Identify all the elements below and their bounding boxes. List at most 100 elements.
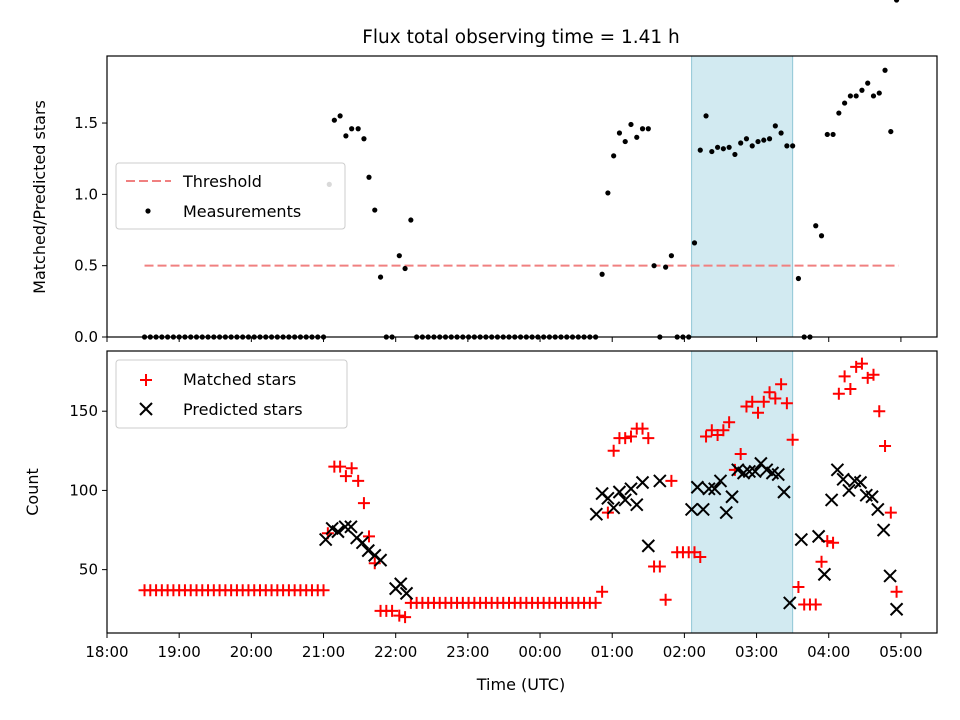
measurement-point [720,146,726,152]
predicted-stars-series [318,456,904,616]
y-tick-label: 50 [79,561,98,579]
predicted-point [624,482,638,496]
bottom-y-axis-label: Count [23,468,42,516]
matched-point [339,470,352,483]
x-tick-label: 03:00 [735,643,778,661]
predicted-point [853,475,868,490]
measurement-point [355,126,361,132]
matched-point [757,395,770,408]
matched-point [717,424,730,437]
measurement-point [605,190,611,196]
matched-legend-label: Matched stars [183,370,296,389]
predicted-point [606,501,621,515]
matched-point [665,474,678,487]
predicted-point [889,602,904,616]
matched-point [844,383,857,396]
predicted-point [399,586,414,601]
measurement-point [790,143,796,149]
measurement-point [813,223,819,229]
predicted-point [794,532,809,547]
bottom-x-ticks: 18:00 19:00 20:00 21:00 22:00 23:00 00:00 01:00… [85,633,923,661]
predicted-point [641,539,656,553]
matched-point [357,497,370,510]
measurement-point [714,144,721,150]
x-tick-label: 19:00 [158,643,201,661]
matched-point [780,397,793,410]
predicted-point [871,502,885,517]
matched-point [624,430,637,443]
matched-point [734,447,747,460]
measurement-point [697,147,703,153]
measurements-legend-label: Measurements [183,202,301,221]
x-tick-label: 23:00 [446,643,489,661]
matched-point [659,593,672,606]
matched-point [345,462,358,475]
x-tick-label: 18:00 [85,643,128,661]
matched-point [386,604,399,617]
measurement-point [749,143,755,149]
matched-point [827,536,840,549]
predicted-point [777,485,791,499]
matched-point [746,395,759,408]
predicted-point [394,577,408,591]
matched-point [775,378,788,391]
measurement-point [859,87,865,93]
predicted-point [707,482,722,496]
measurement-point [738,140,744,146]
measurement-point [361,136,367,142]
measurement-point [639,126,646,132]
measurement-point [761,137,767,143]
measurement-point [870,93,877,99]
predicted-point [725,490,739,504]
measurement-point [396,253,402,259]
measurement-point [726,144,732,150]
predicted-point [373,553,388,567]
predicted-point [338,520,352,534]
matched-point [832,387,845,400]
predicted-point [589,507,604,521]
predicted-point [742,464,757,479]
matched-point [769,392,782,405]
y-tick-label: 0.5 [74,257,98,275]
measurement-point [616,130,623,136]
measurement-point [402,265,408,272]
matched-point [879,440,892,453]
measurement-point [668,253,675,259]
x-tick-label: 04:00 [807,643,850,661]
y-tick-label: 100 [69,481,98,499]
measurement-point [847,93,853,99]
predicted-point [618,493,632,507]
measurement-point [830,131,836,138]
measurement-point [663,264,669,270]
predicted-point [811,529,826,544]
matched-point [855,357,868,370]
predicted-point [876,523,891,537]
measurement-point [349,126,355,132]
predicted-point [702,482,716,496]
x-tick-label: 21:00 [302,643,345,661]
matched-point [815,555,828,568]
measurement-point [778,130,784,136]
predicted-legend-swatch [139,402,153,416]
matched-point [763,386,776,399]
matched-point [694,550,707,563]
measurements-legend-swatch [145,208,151,214]
measurement-point [766,136,773,142]
matched-stars-series [138,357,903,624]
y-tick-label: 1.5 [74,114,98,132]
measurement-point [709,148,715,155]
top-highlight-band [691,55,794,338]
threshold-legend-label: Threshold [182,172,262,191]
measurement-point [599,271,605,277]
measurement-point [343,133,349,139]
predicted-point [318,532,333,547]
measurement-point [882,67,888,73]
top-axes-frame [106,55,938,338]
predicted-point [601,491,615,506]
measurement-point [611,153,617,159]
matched-point [752,406,765,419]
top-legend: Threshold Measurements [115,162,346,230]
matched-point [867,368,880,381]
measurement-point [408,217,414,223]
